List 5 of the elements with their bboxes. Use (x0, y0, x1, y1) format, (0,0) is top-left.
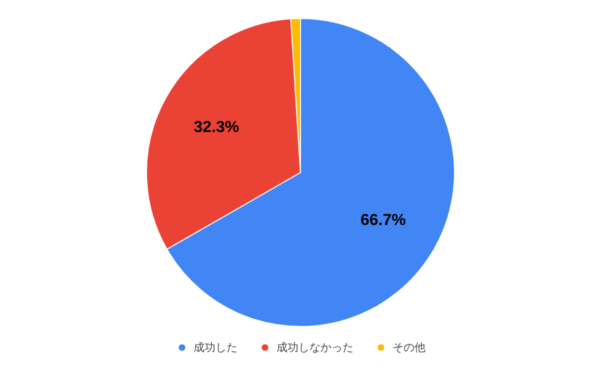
legend-label: 成功した (194, 340, 238, 354)
legend-label: 成功しなかった (276, 340, 354, 354)
data-label: 32.3% (194, 118, 240, 136)
legend-label: その他 (392, 340, 426, 354)
data-label: 66.7% (360, 212, 406, 229)
